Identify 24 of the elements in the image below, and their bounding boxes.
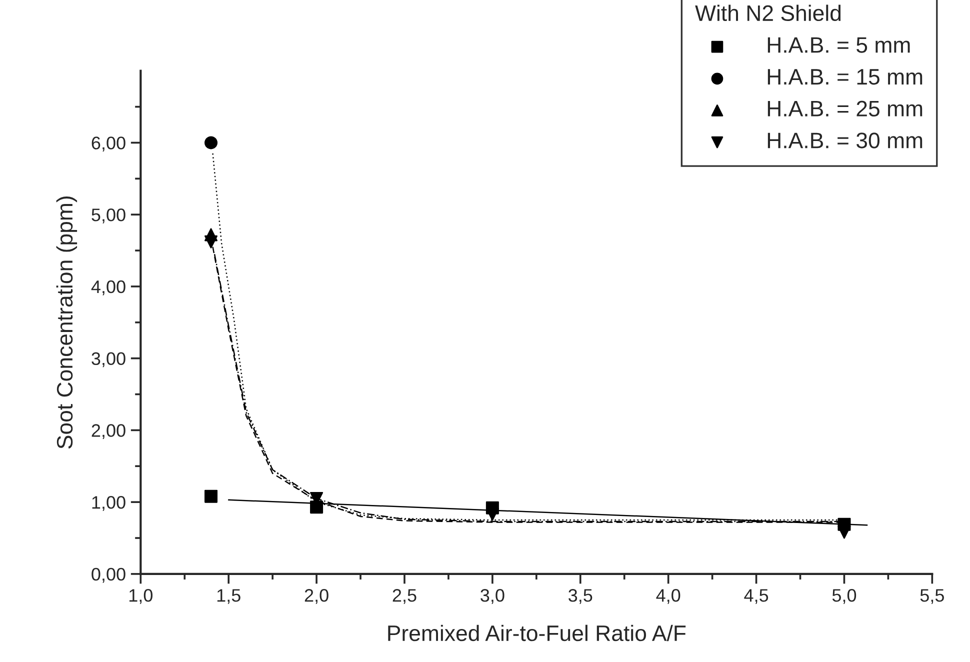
y-tick-label: 2,00 (92, 424, 126, 440)
x-tick-label: 4,0 (656, 589, 680, 604)
y-axis-title: Soot Concentration (ppm) (56, 196, 78, 449)
x-tick-label: 2,0 (304, 589, 328, 604)
x-tick-label: 1,0 (129, 589, 152, 604)
legend-title: With N2 Shield (695, 4, 841, 22)
x-tick-label: 5,0 (832, 589, 856, 604)
y-tick-label: 5,00 (92, 208, 126, 224)
y-tick-label: 0,00 (92, 568, 126, 583)
legend-label: H.A.B. = 5 mm (768, 37, 910, 53)
y-tick-label: 4,00 (91, 280, 126, 296)
legend-label: H.A.B. = 30 mm (768, 132, 922, 148)
y-tick-label: 6,00 (92, 136, 126, 152)
x-tick-label: 4,5 (744, 589, 768, 604)
x-tick-label: 3,5 (568, 589, 592, 604)
x-axis-title: Premixed Air-to-Fuel Ratio A/F (388, 624, 686, 642)
y-tick-label: 1,00 (92, 496, 126, 511)
legend-label: H.A.B. = 15 mm (768, 69, 922, 85)
x-tick-label: 1,5 (217, 589, 240, 604)
x-tick-label: 2,5 (392, 589, 416, 604)
x-tick-label: 5,5 (920, 589, 944, 604)
x-tick-label: 3,0 (480, 589, 504, 604)
y-tick-label: 3,00 (92, 352, 126, 368)
legend-label: H.A.B. = 25 mm (768, 100, 922, 117)
